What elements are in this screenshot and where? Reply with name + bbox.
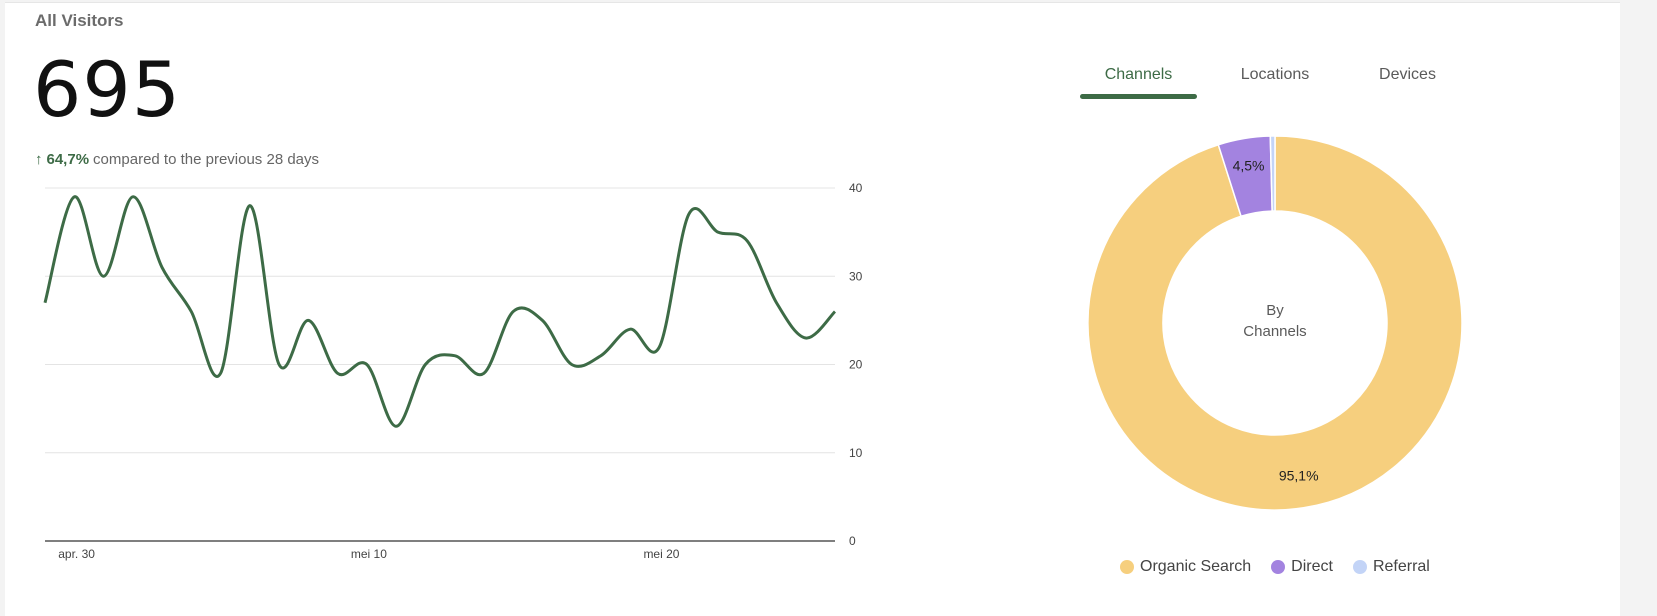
comparison-row: ↑ 64,7% compared to the previous 28 days [35, 151, 319, 168]
legend-swatch [1120, 560, 1134, 574]
visitors-card: All Visitors 695 ↑ 64,7% compared to the… [5, 2, 1620, 616]
visitors-line-chart: 0 10 20 30 40 apr. 30 mei 10 mei 20 [43, 183, 863, 561]
y-tick-label: 40 [849, 183, 863, 195]
tab-channels[interactable]: Channels [1104, 66, 1173, 83]
channels-donut-chart: 95,1% 4,5% By Channels [1087, 135, 1463, 511]
y-tick-label: 10 [849, 446, 863, 460]
donut-slice-referral [1269, 135, 1276, 212]
active-tab-indicator [1080, 94, 1197, 99]
arrow-up-icon: ↑ [35, 151, 43, 168]
legend-item-organic-search[interactable]: Organic Search [1120, 558, 1251, 576]
slice-data-label: 95,1% [1279, 468, 1319, 484]
slice-data-label: 4,5% [1233, 158, 1265, 174]
series-line [43, 195, 837, 428]
x-tick-label: mei 20 [643, 547, 679, 561]
visitor-total: 695 [33, 45, 182, 134]
legend-item-referral[interactable]: Referral [1352, 558, 1430, 576]
y-tick-label: 30 [849, 269, 863, 283]
donut-center-label: Channels [1243, 323, 1306, 340]
tab-devices[interactable]: Devices [1379, 66, 1436, 83]
legend-swatch [1271, 560, 1286, 574]
x-tick-label: mei 10 [351, 547, 387, 561]
breakdown-tabs: Channels Locations Devices [1080, 58, 1470, 103]
donut-slice-organic-search [1087, 135, 1463, 511]
compare-text: compared to the previous 28 days [93, 151, 320, 168]
y-tick-label: 0 [849, 534, 856, 548]
change-percent: 64,7% [46, 151, 90, 168]
legend-label: Direct [1291, 558, 1333, 575]
legend-item-direct[interactable]: Direct [1271, 558, 1333, 576]
x-tick-label: apr. 30 [58, 547, 95, 561]
card-title: All Visitors [35, 11, 124, 30]
legend-swatch [1352, 560, 1367, 574]
donut-center-label: By [1266, 302, 1284, 319]
tab-locations[interactable]: Locations [1240, 66, 1310, 83]
legend-label: Organic Search [1140, 558, 1252, 575]
donut-legend: Organic Search Direct Referral [1120, 558, 1430, 576]
y-tick-label: 20 [849, 358, 863, 372]
legend-label: Referral [1372, 558, 1430, 575]
